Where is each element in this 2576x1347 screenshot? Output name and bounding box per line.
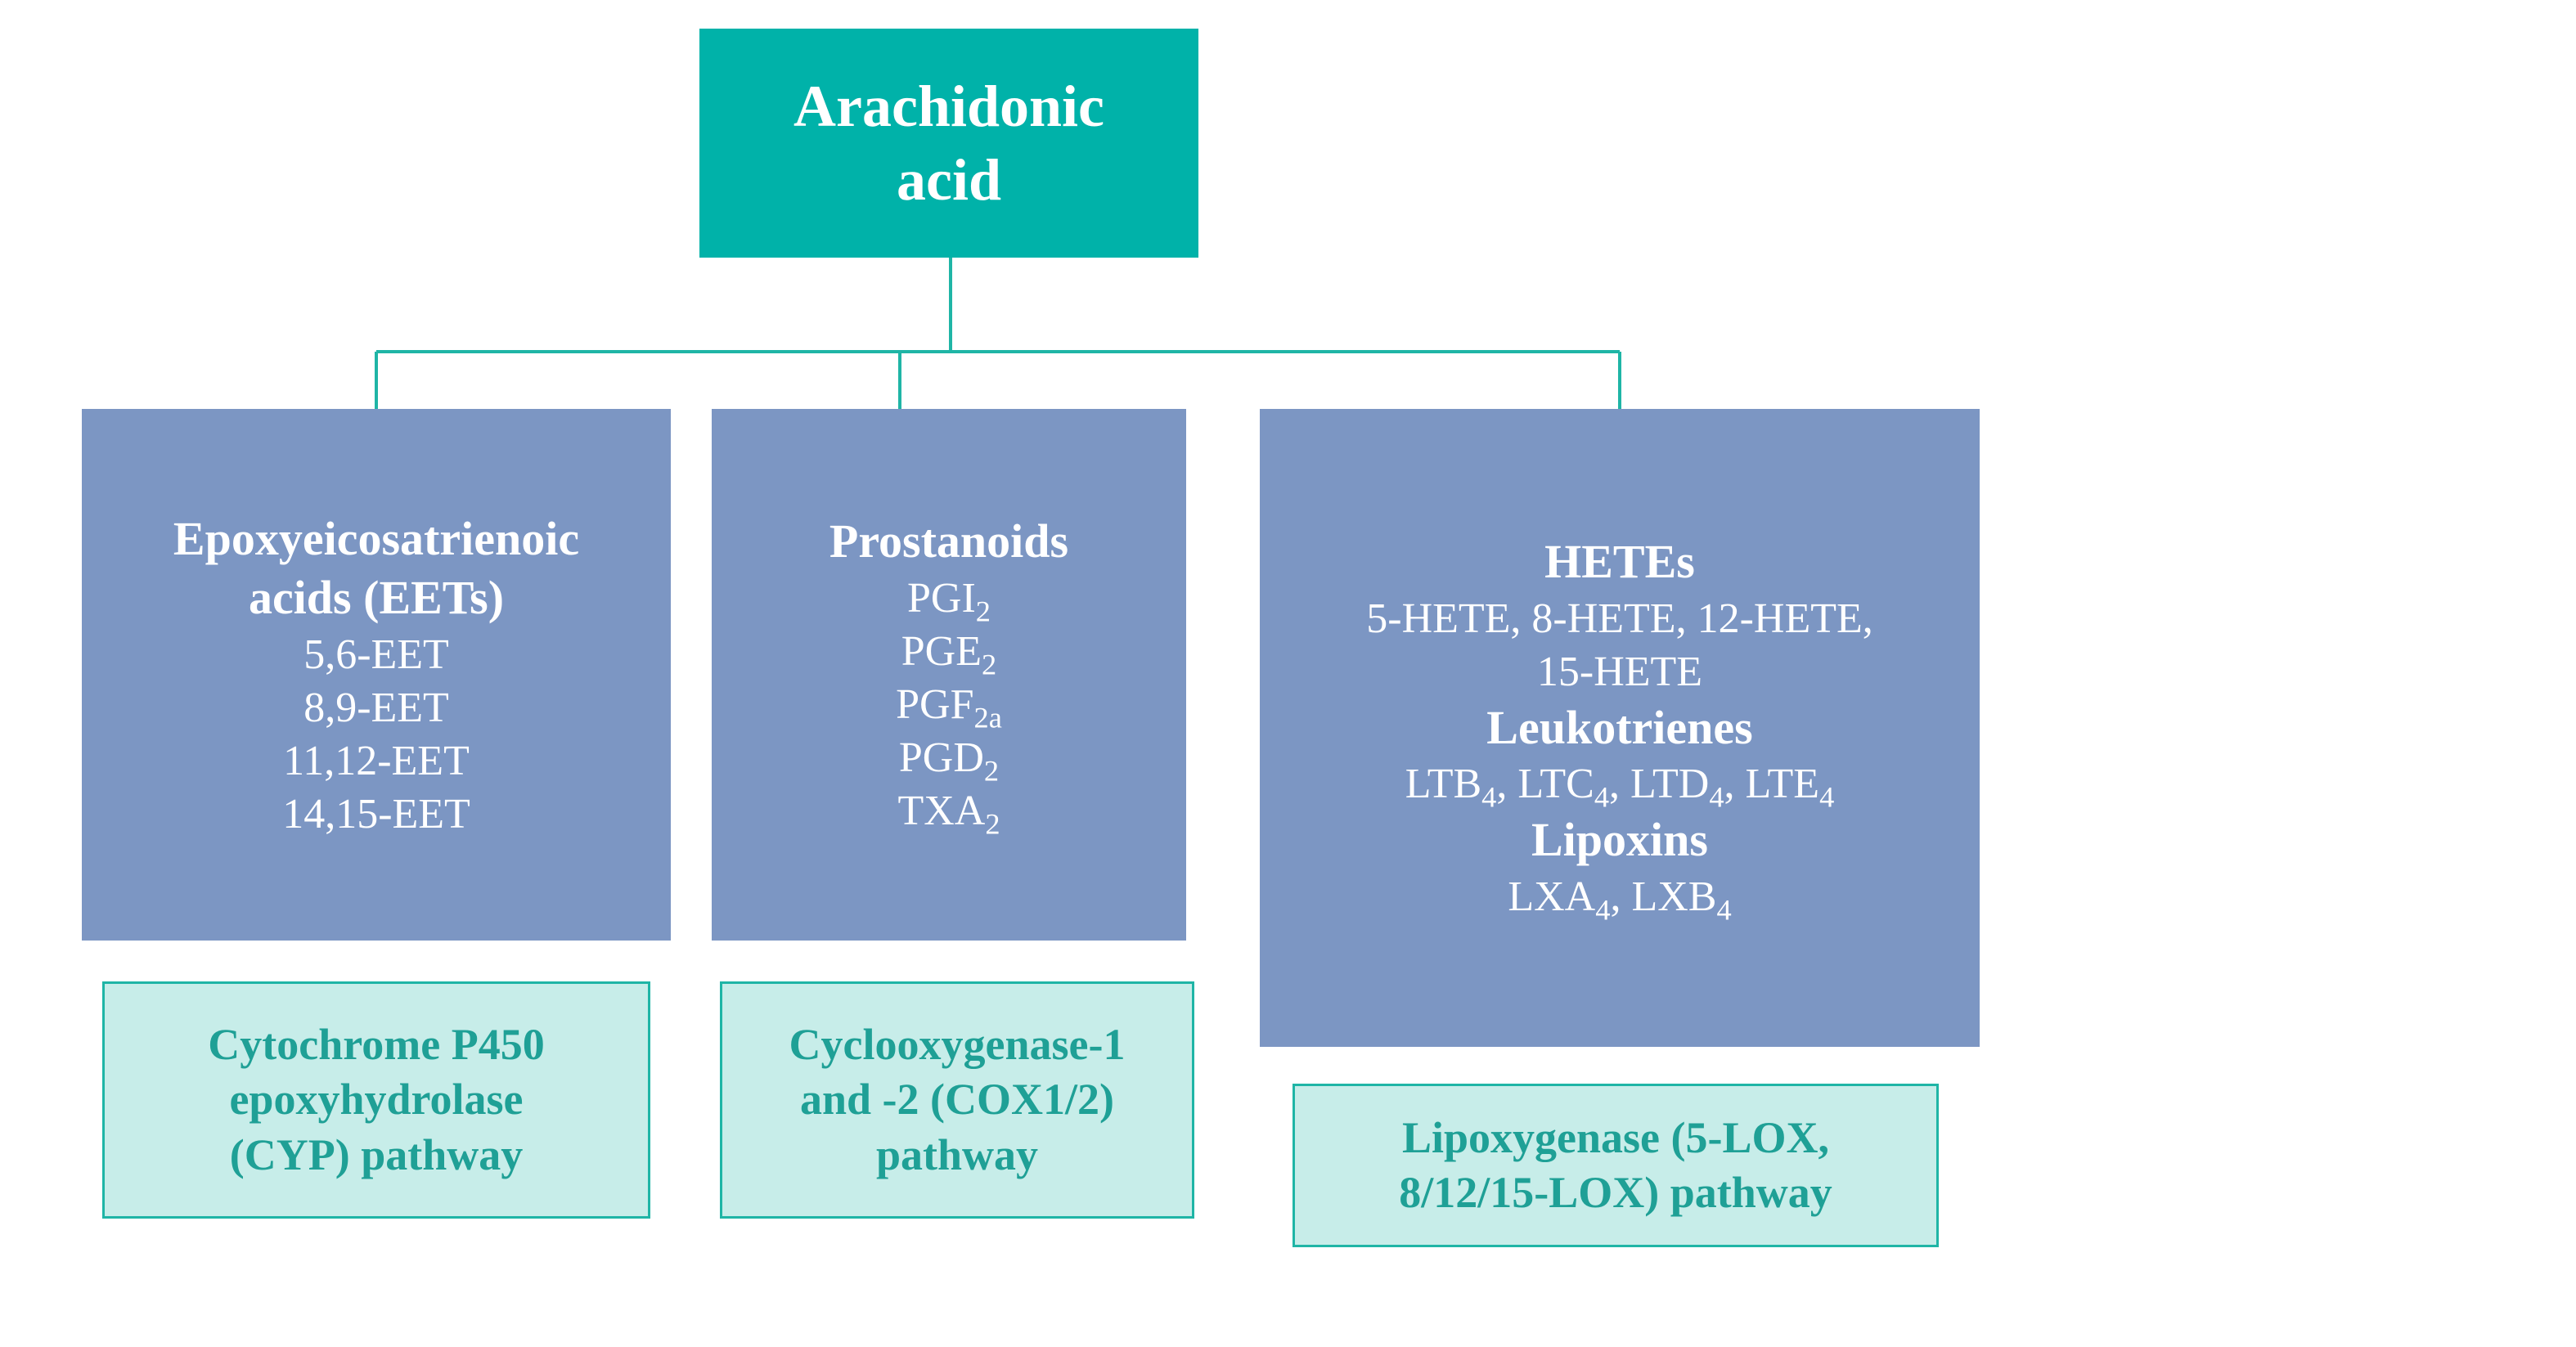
child-item-line: PGI2 [907, 572, 991, 625]
child-item-line: 11,12-EET [283, 734, 470, 788]
pathway-line: (CYP) pathway [230, 1128, 524, 1183]
child-item-line: 15-HETE [1537, 645, 1702, 698]
pathway-line: pathway [876, 1128, 1038, 1183]
pathway-line: and -2 (COX1/2) [800, 1072, 1114, 1128]
child-item-line: PGE2 [901, 625, 996, 678]
child-subtitle-line: Lipoxins [1531, 810, 1708, 870]
child-node-prostanoids: ProstanoidsPGI2PGE2PGF2aPGD2TXA2 [712, 409, 1186, 941]
child-title-line: HETEs [1544, 532, 1695, 592]
child-item-line: 5-HETE, 8-HETE, 12-HETE, [1366, 592, 1872, 645]
child-title-line: Epoxyeicosatrienoic [173, 510, 579, 569]
root-node: Arachidonicacid [699, 29, 1198, 258]
child-item-line: 8,9-EET [303, 681, 449, 734]
child-item-line: PGD2 [899, 731, 999, 784]
child-title-line: acids (EETs) [249, 568, 504, 628]
child-node-eets: Epoxyeicosatrienoicacids (EETs)5,6-EET8,… [82, 409, 671, 941]
pathway-node-cox: Cyclooxygenase-1and -2 (COX1/2)pathway [720, 981, 1194, 1219]
child-subtitle-line: Leukotrienes [1486, 698, 1752, 758]
pathway-line: Cyclooxygenase-1 [789, 1017, 1126, 1073]
pathway-line: 8/12/15-LOX) pathway [1399, 1165, 1832, 1221]
root-title-line: Arachidonic [793, 70, 1104, 143]
root-title-line: acid [897, 143, 1001, 217]
child-item-line: LTB4, LTC4, LTD4, LTE4 [1405, 757, 1835, 810]
pathway-node-lox: Lipoxygenase (5-LOX,8/12/15-LOX) pathway [1292, 1084, 1939, 1247]
child-node-hetes: HETEs5-HETE, 8-HETE, 12-HETE,15-HETELeuk… [1260, 409, 1980, 1047]
child-item-line: TXA2 [897, 784, 1000, 837]
child-item-line: 5,6-EET [303, 628, 449, 681]
child-item-line: LXA4, LXB4 [1508, 870, 1731, 923]
pathway-line: Cytochrome P450 [208, 1017, 544, 1073]
child-item-line: 14,15-EET [282, 788, 470, 841]
pathway-line: epoxyhydrolase [229, 1072, 523, 1128]
diagram-canvas: Arachidonicacid Epoxyeicosatrienoicacids… [0, 0, 2576, 1347]
child-item-line: PGF2a [896, 678, 1002, 731]
pathway-node-cyp: Cytochrome P450epoxyhydrolase(CYP) pathw… [102, 981, 650, 1219]
child-title-line: Prostanoids [829, 512, 1068, 572]
pathway-line: Lipoxygenase (5-LOX, [1402, 1111, 1829, 1166]
